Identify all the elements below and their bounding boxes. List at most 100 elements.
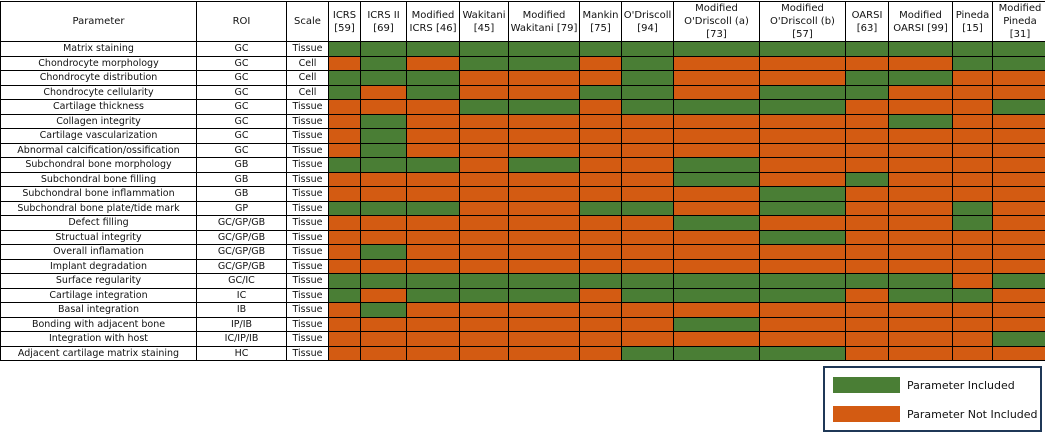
not-included-cell [459,331,509,347]
header-system-line: Pineda [955,9,990,21]
not-included-cell [508,171,580,187]
not-included-cell [579,99,622,115]
not-included-cell [952,244,993,260]
roi-cell: IP/IB [196,316,287,332]
table-row: Matrix staining GC Tissue [0,41,1045,57]
header-system-line: [15] [962,22,983,34]
scale-cell: Tissue [286,99,329,115]
scale-cell: Tissue [286,244,329,260]
roi-cell: GC [196,55,287,71]
not-included-cell [459,128,509,144]
included-cell [508,99,580,115]
not-included-cell [759,258,846,274]
table-row: Adjacent cartilage matrix staining HC Tiss… [0,345,1045,361]
included-cell [888,287,953,303]
not-included-cell [759,157,846,173]
header-system-6: O'Driscoll [94] [621,1,674,42]
included-cell [508,287,580,303]
not-included-cell [845,345,889,361]
not-included-cell [406,113,460,129]
header-system-1: ICRS II [69] [360,1,407,42]
not-included-cell [888,258,953,274]
included-cell [845,84,889,100]
not-included-cell [459,70,509,86]
not-included-cell [508,316,580,332]
included-cell [360,302,407,318]
not-included-cell [952,229,993,245]
not-included-cell [759,244,846,260]
not-included-cell [579,171,622,187]
included-cell [406,84,460,100]
included-cell [406,200,460,216]
not-included-cell [579,302,622,318]
not-included-cell [992,142,1045,158]
table-row: Surface regularity GC/IC Tissue [0,273,1045,289]
not-included-cell [845,157,889,173]
not-included-cell [579,157,622,173]
parameter-cell: Subchondral bone morphology [0,157,197,173]
not-included-cell [328,215,361,231]
legend-label-not-included: Parameter Not Included [907,408,1038,421]
roi-cell: GC [196,99,287,115]
included-cell [759,273,846,289]
header-system-9: OARSI [63] [845,1,889,42]
not-included-cell [328,229,361,245]
not-included-cell [952,99,993,115]
not-included-cell [328,345,361,361]
not-included-cell [328,316,361,332]
included-cell [459,287,509,303]
legend-item-included: Parameter Included [833,377,1033,395]
parameter-cell: Cartilage vascularization [0,128,197,144]
parameter-cell: Basal integration [0,302,197,318]
not-included-cell [673,142,760,158]
included-cell [621,70,674,86]
scale-cell: Tissue [286,287,329,303]
scale-cell: Tissue [286,258,329,274]
header-system-line: ICRS II [367,9,400,21]
not-included-cell [621,113,674,129]
included-cell [328,287,361,303]
not-included-cell [579,142,622,158]
scale-cell: Tissue [286,200,329,216]
not-included-cell [621,128,674,144]
header-system-8: Modified O'Driscoll (b) [57] [759,1,846,42]
not-included-cell [579,215,622,231]
not-included-cell [621,331,674,347]
header-system-line: ICRS [46] [409,22,457,34]
included-cell [673,215,760,231]
not-included-cell [360,229,407,245]
not-included-cell [328,55,361,71]
header-system-11: Pineda [15] [952,1,993,42]
not-included-cell [328,186,361,202]
header-system-7: Modified O'Driscoll (a) [73] [673,1,760,42]
not-included-cell [952,302,993,318]
not-included-cell [360,331,407,347]
parameter-cell: Chondrocyte distribution [0,70,197,86]
not-included-cell [508,345,580,361]
included-cell [406,41,460,57]
header-system-line: Modified [411,9,455,21]
not-included-cell [579,186,622,202]
included-cell [759,186,846,202]
included-cell [328,84,361,100]
not-included-cell [459,244,509,260]
not-included-cell [508,229,580,245]
roi-cell: IC/IP/IB [196,331,287,347]
not-included-cell [406,244,460,260]
not-included-cell [952,258,993,274]
not-included-cell [952,345,993,361]
header-system-line: O'Driscoll (a) [73] [684,16,749,40]
header-parameter: Parameter [0,1,197,42]
table-row: Implant degradation GC/GP/GB Tissue [0,258,1045,274]
not-included-cell [621,229,674,245]
not-included-cell [459,258,509,274]
scale-cell: Tissue [286,331,329,347]
not-included-cell [845,287,889,303]
scale-cell: Tissue [286,113,329,129]
not-included-cell [673,55,760,71]
header-system-line: [45] [473,22,495,34]
header-scale: Scale [286,1,329,42]
included-cell [579,273,622,289]
not-included-cell [406,229,460,245]
header-system-line: OARSI [851,9,883,21]
